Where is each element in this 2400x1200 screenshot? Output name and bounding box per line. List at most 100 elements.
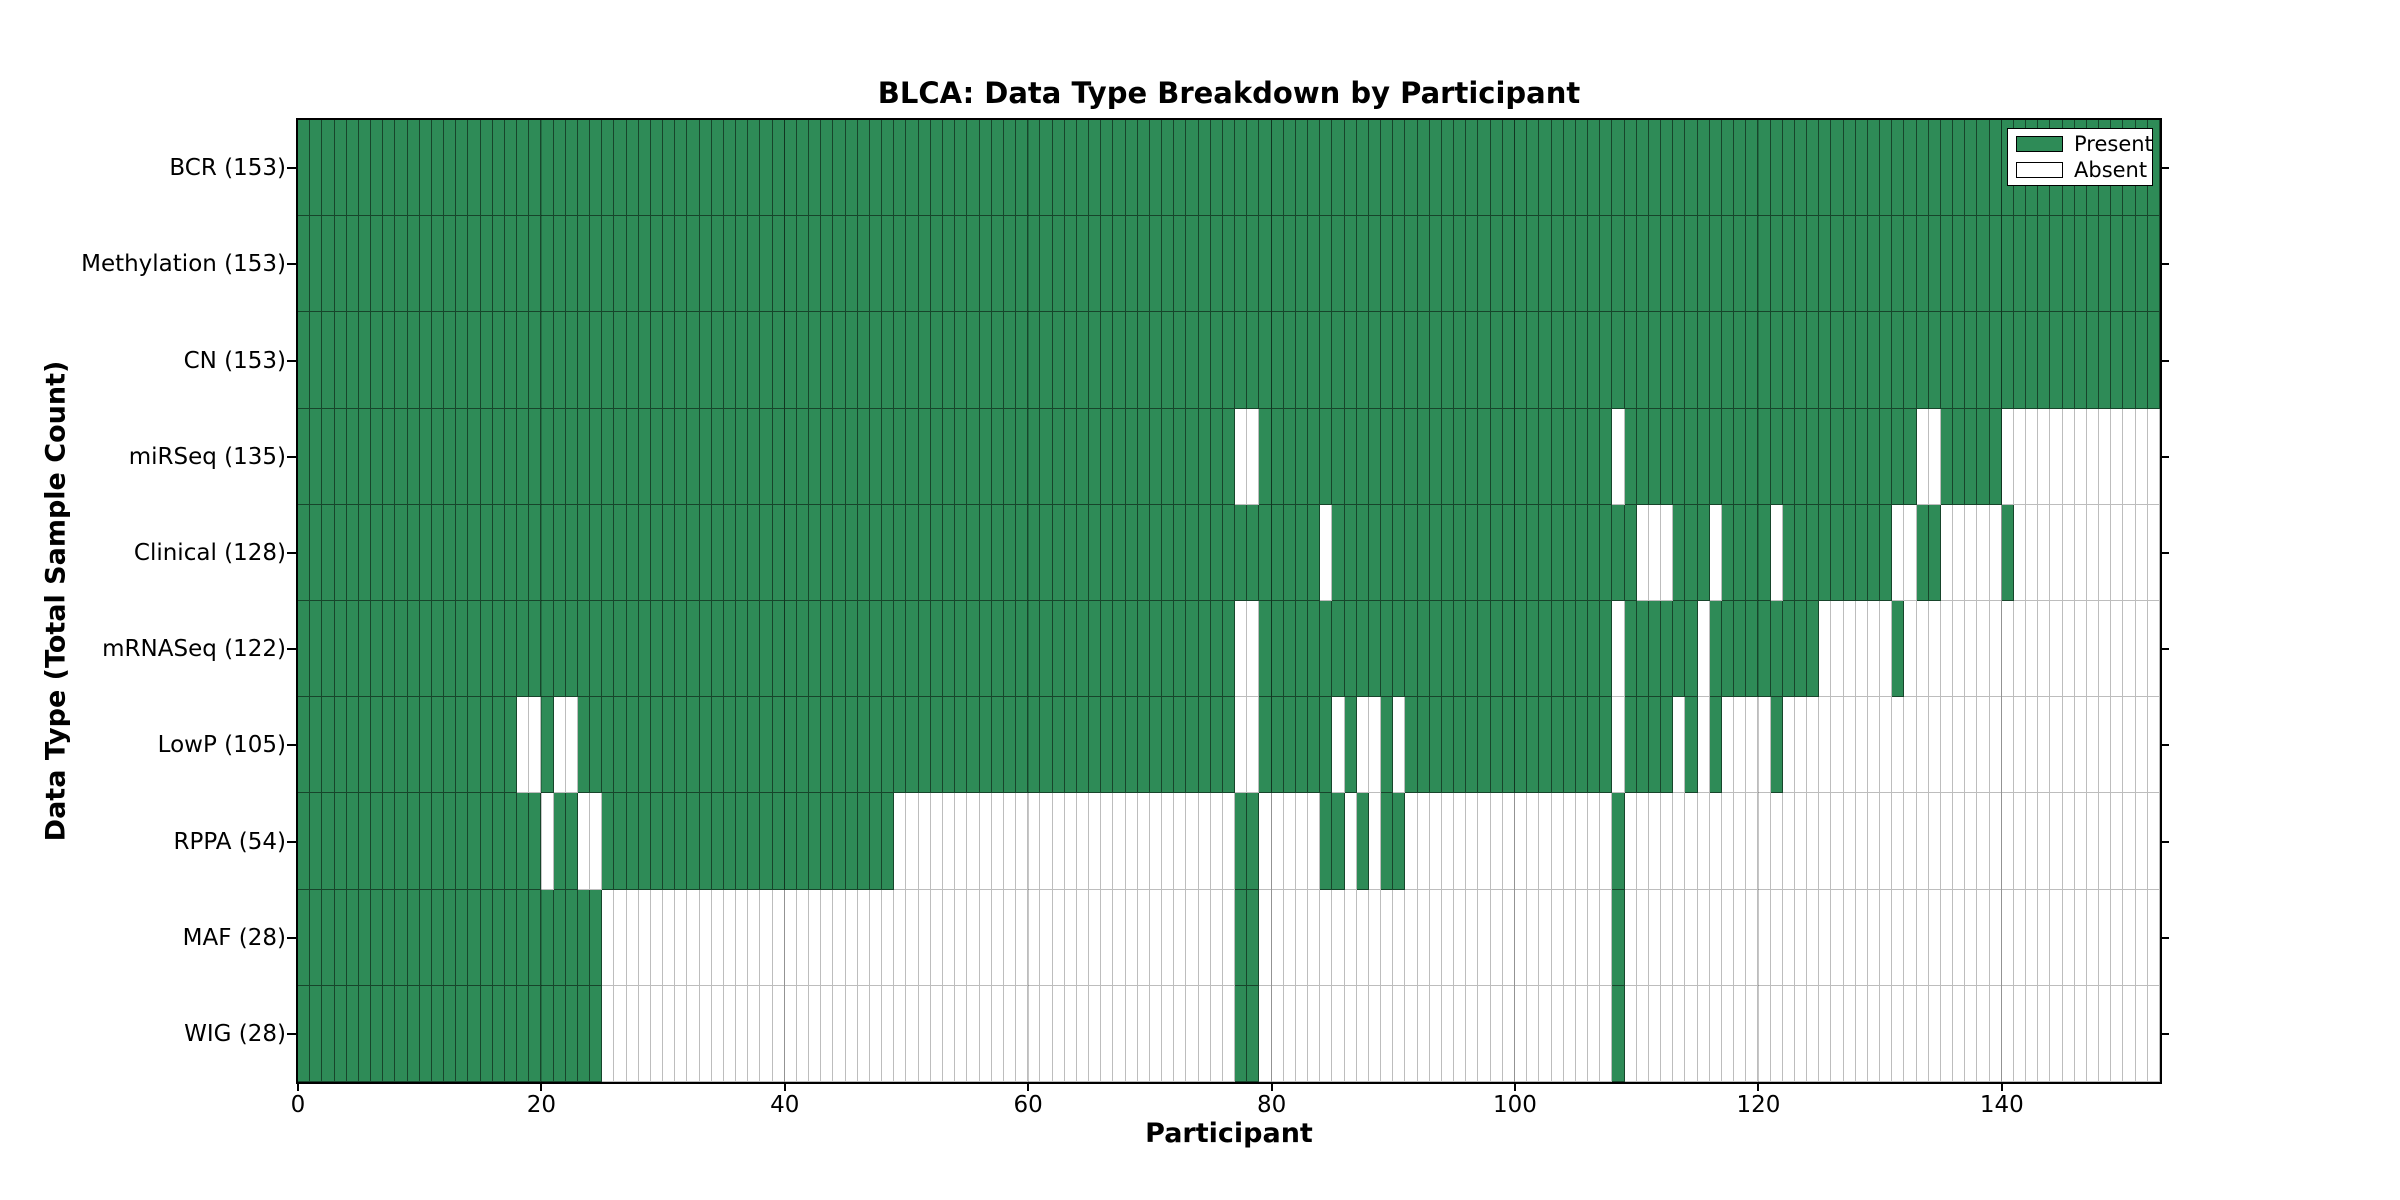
heatmap-cell [1125,985,1138,1082]
heatmap-cell [1514,120,1528,217]
heatmap-cell [1003,601,1017,698]
heatmap-cell [736,601,749,698]
y-tick-label-MAF: MAF (28) [182,924,286,951]
y-tick-mark [2160,263,2169,266]
heatmap-cell [1368,697,1382,794]
heatmap-cell [869,601,883,698]
heatmap-cell [1198,793,1211,890]
heatmap-cell [1685,120,1698,217]
heatmap-cell [1965,312,1978,409]
heatmap-cell [383,504,396,601]
heatmap-cell [1551,408,1564,505]
heatmap-cell [1490,985,1503,1082]
heatmap-cell [638,120,651,217]
heatmap-cell [809,312,822,409]
heatmap-cell [1734,697,1747,794]
heatmap-cell [1381,793,1394,890]
heatmap-cell [1174,216,1187,313]
heatmap-cell [602,985,615,1082]
heatmap-cell [1064,408,1077,505]
heatmap-cell [894,697,907,794]
heatmap-cell [590,793,603,890]
heatmap-cell [2099,601,2112,698]
heatmap-cell [1648,697,1662,794]
heatmap-cell [1016,697,1029,794]
heatmap-cell [1405,697,1418,794]
heatmap-cell [809,889,822,986]
y-tick-label-Methylation: Methylation (153) [81,251,286,278]
heatmap-cell [1916,697,1929,794]
heatmap-cell [1028,601,1041,698]
heatmap-cell [2001,601,2014,698]
heatmap-cell [1186,408,1199,505]
heatmap-cell [796,312,810,409]
heatmap-cell [1405,889,1418,986]
heatmap-cell [663,216,676,313]
heatmap-cell [663,408,676,505]
heatmap-cell [821,985,834,1082]
heatmap-cell [1758,408,1771,505]
heatmap-cell [1113,408,1126,505]
heatmap-cell [1113,889,1126,986]
heatmap-cell [1417,697,1430,794]
heatmap-cell [431,697,445,794]
heatmap-cell [431,504,445,601]
heatmap-cell [1770,408,1783,505]
heatmap-cell [1758,697,1771,794]
heatmap-cell [553,793,566,890]
heatmap-cell [1989,504,2002,601]
heatmap-cell [1344,601,1357,698]
heatmap-cell [590,601,603,698]
heatmap-cell [1441,504,1455,601]
heatmap-cell [748,601,761,698]
heatmap-cell [492,408,505,505]
heatmap-cell [1770,889,1783,986]
heatmap-cell [1551,889,1564,986]
heatmap-cell [2074,504,2087,601]
x-axis-label: Participant [1145,1118,1313,1149]
heatmap-cell [930,120,943,217]
heatmap-cell [1308,985,1321,1082]
heatmap-cell [1478,697,1491,794]
heatmap-cell [1222,120,1236,217]
heatmap-cell [322,216,335,313]
heatmap-cell [395,793,408,890]
heatmap-cell [577,120,591,217]
heatmap-cell [1405,601,1418,698]
heatmap-cell [1977,985,1990,1082]
heatmap-cell [857,601,870,698]
heatmap-cell [882,504,895,601]
heatmap-cell [1478,504,1491,601]
heatmap-cell [1709,216,1722,313]
heatmap-cell [1490,601,1503,698]
heatmap-cell [602,504,615,601]
heatmap-cell [784,985,797,1082]
heatmap-cell [833,985,846,1082]
heatmap-row-miRSeq [298,408,2160,505]
heatmap-cell [2074,216,2087,313]
heatmap-cell [517,985,530,1082]
heatmap-cell [1648,120,1662,217]
heatmap-cell [711,697,724,794]
heatmap-cell [772,408,785,505]
heatmap-cell [991,408,1004,505]
heatmap-cell [748,216,761,313]
heatmap-cell [1734,889,1747,986]
heatmap-cell [1600,985,1613,1082]
heatmap-cell [383,889,396,986]
heatmap-cell [2135,697,2148,794]
heatmap-cell [1259,889,1272,986]
heatmap-cell [1040,120,1053,217]
heatmap-cell [796,120,810,217]
heatmap-cell [1429,504,1442,601]
heatmap-cell [2123,601,2136,698]
heatmap-cell [590,985,603,1082]
heatmap-cell [2062,504,2075,601]
heatmap-cell [1320,889,1333,986]
heatmap-cell [310,793,323,890]
heatmap-row-WIG [298,985,2160,1082]
heatmap-cell [845,985,858,1082]
heatmap-cell [456,312,469,409]
heatmap-cell [796,216,810,313]
heatmap-cell [857,985,870,1082]
